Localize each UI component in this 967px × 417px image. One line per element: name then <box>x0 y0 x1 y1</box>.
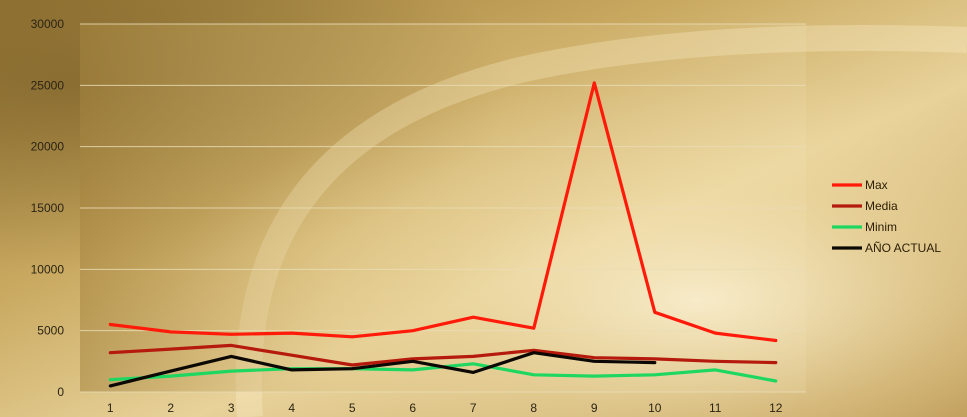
data-point <box>472 371 475 374</box>
data-point <box>593 374 596 378</box>
x-tick-label: 12 <box>769 401 783 415</box>
data-point <box>593 356 596 359</box>
x-tick-label: 7 <box>470 401 477 415</box>
y-tick-label: 0 <box>57 385 64 399</box>
data-point <box>411 360 414 363</box>
x-axis: 1 2 3 4 5 6 7 8 9 10 11 12 <box>107 401 783 415</box>
data-point <box>714 368 717 372</box>
data-point <box>593 360 596 363</box>
data-point <box>774 339 777 342</box>
x-tick-label: 5 <box>349 401 356 415</box>
series-line-2 <box>108 343 778 367</box>
data-point <box>532 327 535 330</box>
y-tick-label: 25000 <box>31 78 65 92</box>
data-point <box>653 361 656 364</box>
data-point <box>109 384 112 388</box>
legend-label: Media <box>865 199 898 213</box>
data-point <box>109 323 112 326</box>
data-point <box>593 81 596 85</box>
data-point <box>290 354 293 357</box>
y-tick-label: 20000 <box>31 140 65 154</box>
series-line-1 <box>108 81 778 343</box>
x-tick-label: 9 <box>591 401 598 415</box>
data-point <box>653 311 656 314</box>
data-point <box>411 329 414 332</box>
data-point <box>532 349 535 352</box>
data-point <box>714 331 717 335</box>
data-point <box>169 369 172 373</box>
data-point <box>109 378 112 381</box>
x-tick-label: 1 <box>107 401 114 415</box>
y-axis: 0 5000 10000 15000 20000 25000 30000 <box>31 17 65 399</box>
legend-label: Max <box>865 178 888 192</box>
legend-label: AÑO ACTUAL <box>865 241 941 255</box>
data-point <box>532 373 535 377</box>
data-point <box>351 367 354 370</box>
gridlines <box>80 23 806 393</box>
y-tick-label: 30000 <box>31 17 65 31</box>
x-tick-label: 6 <box>409 401 416 415</box>
data-point <box>532 351 535 354</box>
x-tick-label: 8 <box>530 401 537 415</box>
x-tick-label: 3 <box>228 401 235 415</box>
series-line-4 <box>108 351 657 388</box>
data-point <box>290 368 293 372</box>
y-tick-label: 10000 <box>31 262 65 276</box>
data-point <box>472 355 475 358</box>
data-point <box>411 357 414 361</box>
x-tick-label: 10 <box>648 401 662 415</box>
data-point <box>411 368 414 372</box>
data-point <box>653 357 656 361</box>
data-point <box>230 355 233 358</box>
data-point <box>230 369 233 373</box>
x-tick-label: 4 <box>288 401 295 415</box>
data-point <box>351 363 354 367</box>
data-point <box>169 347 172 351</box>
data-point <box>230 344 233 347</box>
y-tick-label: 5000 <box>37 324 64 338</box>
data-point <box>774 361 777 364</box>
series-lines <box>108 81 778 388</box>
data-point <box>169 374 172 378</box>
data-point <box>472 315 475 319</box>
x-tick-label: 11 <box>709 401 722 415</box>
data-point <box>472 362 475 365</box>
data-point <box>351 335 354 338</box>
data-point <box>290 331 293 335</box>
legend: Max Media Minim AÑO ACTUAL <box>832 178 941 255</box>
data-point <box>109 351 112 354</box>
data-point <box>169 330 172 334</box>
data-point <box>714 360 717 363</box>
legend-label: Minim <box>865 220 897 234</box>
data-point <box>653 373 656 377</box>
data-point <box>230 333 233 336</box>
data-point <box>774 379 777 383</box>
x-tick-label: 2 <box>167 401 174 415</box>
y-tick-label: 15000 <box>31 201 65 215</box>
